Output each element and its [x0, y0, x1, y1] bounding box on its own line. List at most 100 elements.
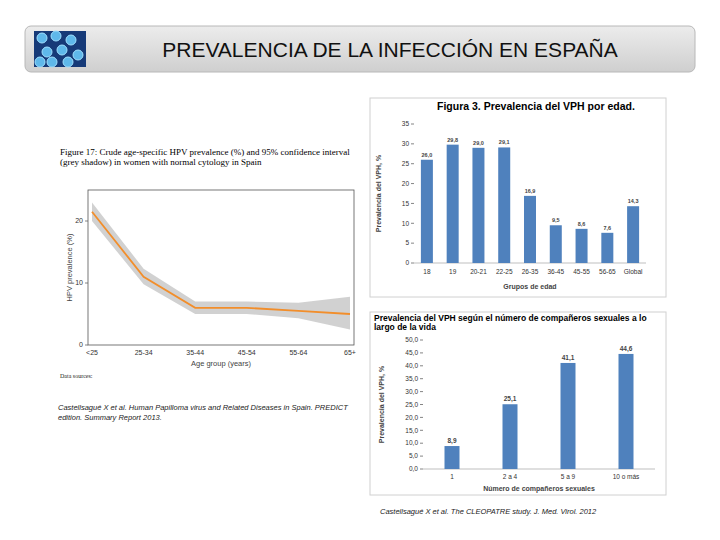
y-tick [85, 283, 88, 284]
icon-virus [37, 33, 47, 43]
bar [601, 233, 613, 263]
chart-2: Figura 3. Prevalencia del VPH por edad.0… [370, 98, 666, 297]
data-label: 44,6 [620, 345, 633, 353]
y-tick-label: 10 [402, 220, 410, 227]
x-tick-label: 36-45 [547, 268, 564, 275]
chart-title: Figura 3. Prevalencia del VPH por edad. [437, 100, 635, 112]
data-label: 16,9 [525, 188, 536, 194]
y-tick [420, 352, 423, 353]
y-tick-label: 5 [405, 239, 409, 246]
bar [498, 147, 510, 263]
source-caption-line: edition. Summary Report 2013. [58, 413, 162, 422]
icon-virus [47, 57, 57, 67]
x-tick-label: 2 a 4 [503, 473, 518, 480]
y-tick-label: 30 [402, 140, 410, 147]
y-tick-label: 20,0 [405, 414, 418, 421]
data-label: 25,1 [504, 395, 517, 403]
icon-virus [63, 57, 73, 67]
plot-frame [88, 190, 354, 345]
x-tick-label: Global [624, 268, 643, 275]
bar [561, 363, 576, 469]
x-tick-label: 35-44 [186, 349, 204, 356]
bar [445, 446, 460, 469]
y-tick [420, 391, 423, 392]
prevalence-line [92, 212, 350, 314]
y-tick-label: 45,0 [405, 349, 418, 356]
data-label: 9,5 [552, 217, 560, 223]
y-tick-label: 50,0 [405, 336, 418, 343]
chart-title-line: Figura 3. Prevalencia del VPH por edad. [437, 100, 635, 112]
y-tick [411, 243, 414, 244]
annotation: Data sources: [60, 373, 93, 379]
confidence-band [92, 202, 350, 329]
y-tick-label: 40,0 [405, 362, 418, 369]
y-tick [411, 183, 414, 184]
y-tick-label: 15,0 [405, 427, 418, 434]
chart-1: Figure 17: Crude age-specific HPV preval… [55, 145, 365, 400]
data-label: 14,3 [628, 198, 639, 204]
marks [445, 354, 634, 469]
y-axis-label: Prevalencia del VPH, % [378, 365, 386, 443]
y-tick-label: 20 [402, 180, 410, 187]
x-tick-label: 19 [449, 268, 457, 275]
slide-title: PREVALENCIA DE LA INFECCIÓN EN ESPAÑA [162, 38, 618, 61]
icon-virus [57, 45, 67, 55]
source-caption: Castellsagué X et al. The CLEOPATRE stud… [380, 507, 597, 516]
y-tick [85, 345, 88, 346]
bar [550, 225, 562, 263]
y-axis-label: HPV prevalence (%) [65, 233, 74, 301]
y-axis-label: Prevalencia del VPH, % [375, 154, 383, 232]
y-tick [420, 340, 423, 341]
data-label: 8,9 [447, 437, 456, 445]
chart-3: Prevalencia del VPH según el número de c… [370, 312, 666, 495]
bar [503, 404, 518, 469]
y-tick [411, 124, 414, 125]
data-label: 29,0 [473, 140, 484, 146]
y-tick-label: 5,0 [409, 452, 418, 459]
x-tick-label: 1 [450, 473, 454, 480]
data-label: 29,8 [447, 137, 458, 143]
icon-bg [34, 31, 86, 67]
data-label: 41,1 [562, 354, 575, 362]
chart-panel [370, 312, 666, 495]
data-label: 7,6 [604, 225, 612, 231]
y-tick [420, 365, 423, 366]
source-caption-line: Castellsagué X et al. The CLEOPATRE stud… [380, 507, 597, 516]
x-tick-label: 25-34 [135, 349, 153, 356]
x-tick-label: 5 a 9 [561, 473, 576, 480]
chart-title: Prevalencia del VPH según el número de c… [374, 313, 647, 332]
y-tick [420, 443, 423, 444]
chart-title-line: (grey shadow) in women with normal cytol… [60, 157, 262, 167]
y-tick [411, 203, 414, 204]
bar [472, 148, 484, 263]
x-tick-label: 18 [423, 268, 431, 275]
marks [421, 145, 639, 263]
data-label: 26,0 [422, 152, 433, 158]
y-tick-label: 10,0 [405, 439, 418, 446]
bar [447, 145, 459, 263]
bar [627, 206, 639, 263]
icon-virus [42, 47, 52, 57]
y-tick [420, 430, 423, 431]
x-tick-label: 26-35 [522, 268, 539, 275]
icon-virus [73, 50, 83, 60]
x-tick-label: 45-54 [238, 349, 256, 356]
x-axis-label: Número de compañeros sexuales [483, 485, 595, 493]
y-tick [411, 163, 414, 164]
icon-virus [66, 35, 76, 45]
y-tick-label: 25 [402, 160, 410, 167]
header-bar [25, 26, 695, 72]
x-tick-label: 55-64 [289, 349, 307, 356]
y-tick [411, 143, 414, 144]
icon-virus [51, 31, 61, 41]
header-icon [34, 31, 86, 67]
chart-title: Figure 17: Crude age-specific HPV preval… [60, 147, 350, 167]
y-tick [420, 456, 423, 457]
y-tick [420, 469, 423, 470]
bar [576, 229, 588, 263]
data-label: 8,6 [578, 221, 586, 227]
x-tick-label: 56-65 [599, 268, 616, 275]
y-tick [85, 221, 88, 222]
y-tick-label: 35,0 [405, 375, 418, 382]
y-tick-label: 10 [75, 279, 83, 286]
